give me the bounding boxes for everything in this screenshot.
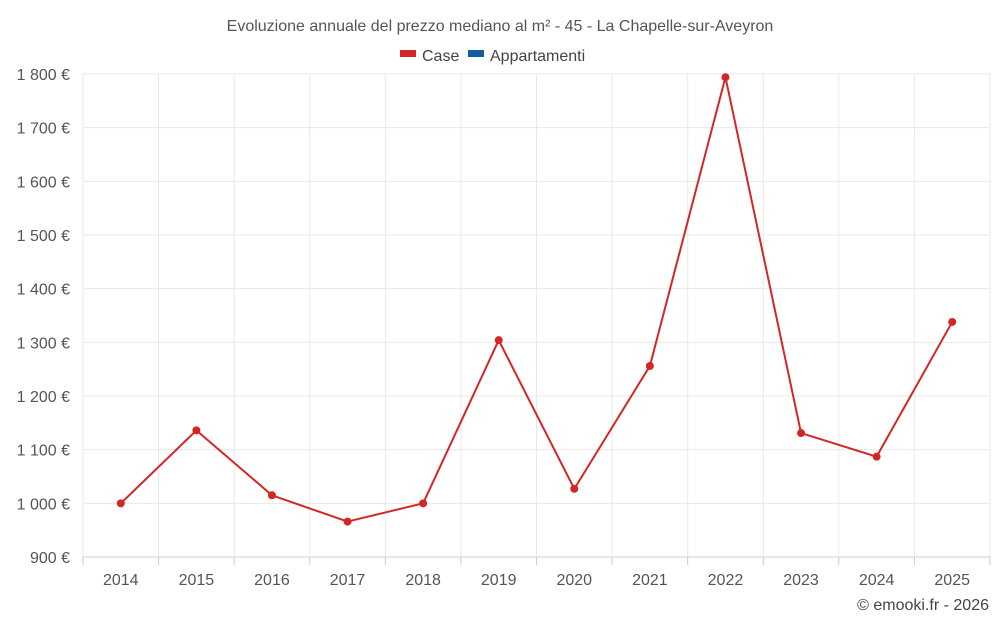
legend-swatch-appartamenti (468, 50, 484, 57)
y-tick-label: 1 500 € (17, 228, 70, 245)
y-axis: 900 € 1 000 € 1 100 € 1 200 € 1 300 € 1 400 €… (17, 67, 70, 567)
x-tick-label: 2025 (934, 572, 970, 589)
x-tick-label: 2019 (481, 572, 517, 589)
data-point-2023 (797, 429, 806, 438)
legend-label: Appartamenti (490, 48, 585, 65)
data-point-2017 (343, 517, 352, 526)
data-point-2018 (419, 499, 428, 508)
data-point-2022 (721, 73, 730, 82)
y-tick-label: 1 600 € (17, 174, 70, 191)
y-tick-label: 1 000 € (17, 496, 70, 513)
y-tick-label: 1 700 € (17, 121, 70, 138)
legend: Case Appartamenti (400, 48, 585, 65)
data-point-2016 (267, 491, 276, 500)
series-layer (116, 73, 957, 526)
x-tick-label: 2021 (632, 572, 668, 589)
y-tick-label: 1 100 € (17, 443, 70, 460)
data-point-2014 (116, 499, 125, 508)
y-tick-label: 900 € (30, 550, 70, 567)
series-line-case (120, 76, 954, 523)
x-tick-label: 2018 (405, 572, 441, 589)
x-tick-label: 2023 (783, 572, 819, 589)
legend-swatch-case (400, 50, 416, 57)
x-tick-label: 2016 (254, 572, 290, 589)
grid (82, 73, 991, 565)
y-tick-label: 1 300 € (17, 335, 70, 352)
data-point-2024 (872, 452, 881, 461)
legend-item-appartamenti: Appartamenti (468, 48, 585, 65)
x-tick-label: 2020 (556, 572, 592, 589)
legend-item-case: Case (400, 48, 459, 65)
y-tick-label: 1 800 € (17, 67, 70, 84)
x-axis: 2014 2015 2016 2017 2018 2019 2020 2021 2022 2023… (103, 572, 970, 589)
x-tick-label: 2022 (708, 572, 744, 589)
data-point-2020 (570, 484, 579, 493)
x-tick-label: 2017 (330, 572, 366, 589)
x-tick-label: 2024 (859, 572, 895, 589)
chart-title: Evoluzione annuale del prezzo mediano al… (227, 18, 774, 35)
y-tick-label: 1 400 € (17, 282, 70, 299)
data-point-2021 (645, 361, 654, 370)
data-point-2019 (494, 336, 503, 345)
x-tick-label: 2015 (179, 572, 215, 589)
credit-text: © emooki.fr - 2026 (857, 597, 989, 614)
data-point-2025 (948, 317, 957, 326)
legend-label: Case (422, 48, 459, 65)
x-tick-label: 2014 (103, 572, 139, 589)
data-point-2015 (192, 426, 201, 435)
y-tick-label: 1 200 € (17, 389, 70, 406)
